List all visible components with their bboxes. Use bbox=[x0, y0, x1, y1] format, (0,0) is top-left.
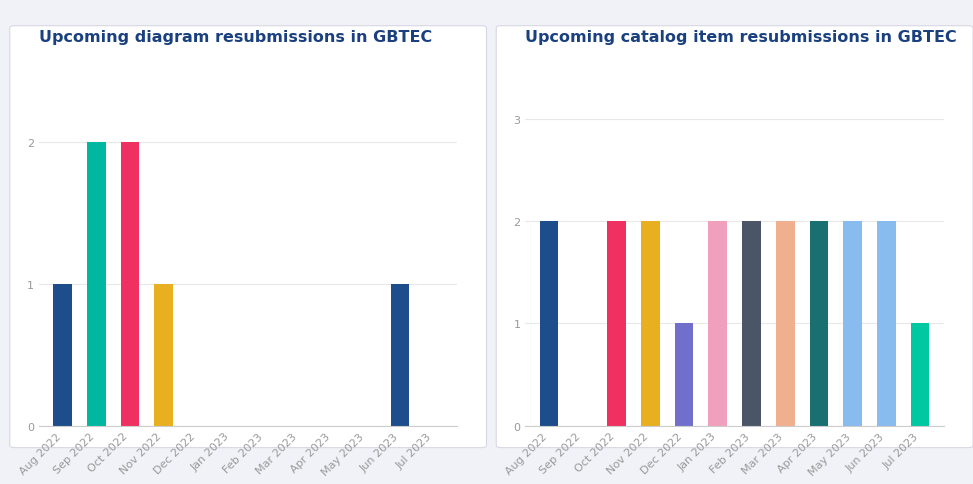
Bar bbox=[911, 324, 929, 426]
Bar bbox=[87, 143, 105, 426]
Text: Upcoming catalog item resubmissions in GBTEC: Upcoming catalog item resubmissions in G… bbox=[525, 30, 957, 45]
Bar bbox=[844, 222, 862, 426]
Bar bbox=[742, 222, 761, 426]
Bar bbox=[155, 285, 173, 426]
Bar bbox=[54, 285, 72, 426]
Bar bbox=[641, 222, 660, 426]
Bar bbox=[775, 222, 795, 426]
Bar bbox=[674, 324, 694, 426]
Bar bbox=[540, 222, 559, 426]
Bar bbox=[878, 222, 896, 426]
Text: Upcoming diagram resubmissions in GBTEC: Upcoming diagram resubmissions in GBTEC bbox=[39, 30, 432, 45]
Bar bbox=[391, 285, 410, 426]
Bar bbox=[607, 222, 626, 426]
Bar bbox=[121, 143, 139, 426]
Bar bbox=[708, 222, 727, 426]
Bar bbox=[810, 222, 828, 426]
